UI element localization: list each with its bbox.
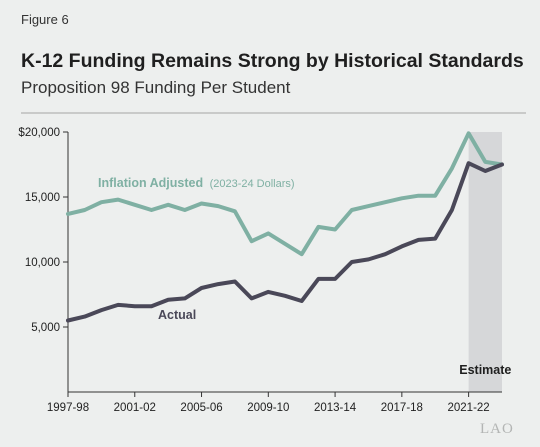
x-tick-label: 2009-10 [247, 402, 289, 414]
title-divider [21, 112, 526, 114]
x-tick-label: 2017-18 [381, 402, 423, 414]
chart-title: K-12 Funding Remains Strong by Historica… [21, 50, 524, 72]
y-tick-label: $20,000 [18, 127, 60, 139]
y-tick-label: 5,000 [31, 322, 60, 334]
figure-label: Figure 6 [21, 12, 69, 27]
y-tick-label: 10,000 [25, 257, 60, 269]
x-tick-label: 2005-06 [180, 402, 222, 414]
chart-subtitle: Proposition 98 Funding Per Student [21, 78, 291, 97]
x-axis: 1997-98 2001-02 2005-06 2009-10 2013-14 2017-… [47, 392, 490, 414]
x-tick-label: 2021-22 [448, 402, 490, 414]
series-label-inflation-adjusted: Inflation Adjusted (2023-24 Dollars) [98, 176, 295, 190]
x-tick-label: 1997-98 [47, 402, 89, 414]
y-tick-label: 15,000 [25, 192, 60, 204]
estimate-band [468, 132, 502, 392]
x-tick-label: 2013-14 [314, 402, 357, 414]
series-line-inflation-adjusted [66, 131, 504, 257]
series-label-actual: Actual [158, 308, 196, 322]
y-axis: 5,000 10,000 15,000 $20,000 [18, 127, 68, 334]
x-tick-label: 2001-02 [114, 402, 156, 414]
lao-logo: LAO [480, 421, 514, 437]
estimate-label: Estimate [459, 363, 511, 377]
series-line-actual [66, 161, 504, 323]
